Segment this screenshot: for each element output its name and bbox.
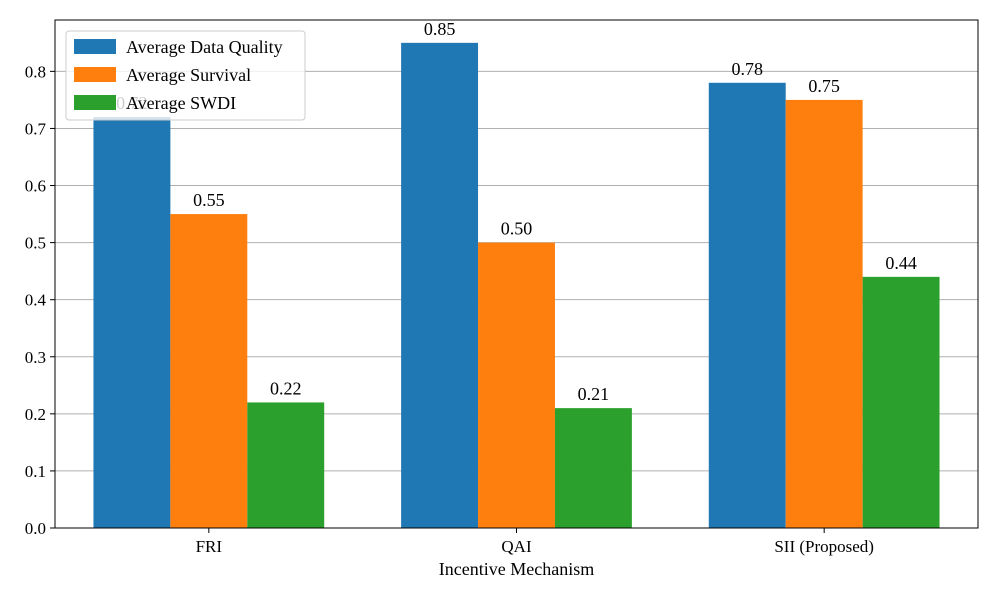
x-tick-label: QAI xyxy=(501,537,532,556)
bar xyxy=(247,402,325,528)
bar-value-label: 0.44 xyxy=(885,253,917,273)
bar xyxy=(554,408,632,528)
legend-swatch xyxy=(74,95,116,110)
data-labels: 0.720.550.220.850.500.210.780.750.44 xyxy=(116,19,917,404)
bar xyxy=(785,99,863,529)
bar-value-label: 0.21 xyxy=(578,384,610,404)
bar-value-label: 0.50 xyxy=(501,219,533,239)
legend-entry: Average Data Quality xyxy=(126,37,283,57)
bar-value-label: 0.78 xyxy=(732,59,764,79)
legend: Average Data Quality Average Survival Aver… xyxy=(65,30,306,121)
legend-swatch xyxy=(74,39,116,54)
y-tick-label: 0.8 xyxy=(25,62,46,81)
x-tick-label: SII (Proposed) xyxy=(774,537,874,556)
y-axis: 0.0 0.1 0.2 0.3 0.4 0.5 0.6 0.7 0.8 xyxy=(25,62,55,538)
y-tick-label: 0.3 xyxy=(25,348,46,367)
y-tick-label: 0.4 xyxy=(25,291,47,310)
bar-value-label: 0.85 xyxy=(424,19,456,39)
bar xyxy=(478,242,555,528)
y-tick-label: 0.6 xyxy=(25,177,46,196)
bar xyxy=(93,117,171,529)
legend-entry: Average Survival xyxy=(126,65,251,85)
bar xyxy=(862,276,940,528)
y-tick-label: 0.2 xyxy=(25,405,46,424)
bar xyxy=(708,82,786,529)
y-tick-label: 0.5 xyxy=(25,234,46,253)
y-tick-label: 0.7 xyxy=(25,119,47,138)
y-tick-label: 0.1 xyxy=(25,462,46,481)
legend-box xyxy=(65,30,306,121)
bars xyxy=(93,42,940,529)
y-tick-label: 0.0 xyxy=(25,519,46,538)
legend-swatch xyxy=(74,67,116,82)
bar-value-label: 0.75 xyxy=(808,76,840,96)
bar xyxy=(401,42,479,529)
legend-entry: Average SWDI xyxy=(126,93,236,113)
bar-value-label: 0.55 xyxy=(193,190,225,210)
bar xyxy=(170,214,248,528)
x-axis: FRI QAI SII (Proposed) xyxy=(196,528,874,556)
x-tick-label: FRI xyxy=(196,537,223,556)
x-axis-label: Incentive Mechanism xyxy=(439,559,594,579)
bar-value-label: 0.22 xyxy=(270,378,302,398)
